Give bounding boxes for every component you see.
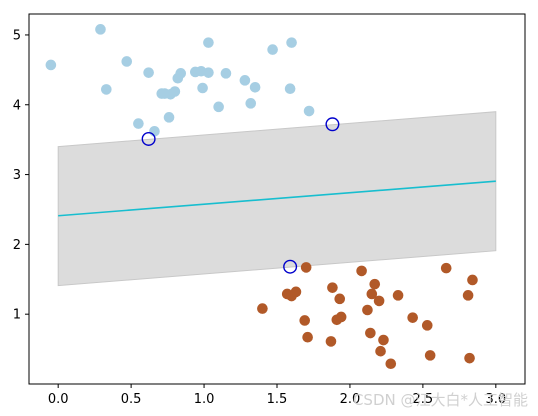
class-b-point bbox=[365, 327, 376, 339]
x-tick-label: 3.0 bbox=[485, 392, 506, 407]
class-b-point bbox=[375, 345, 386, 357]
class-b-point bbox=[464, 352, 475, 364]
class-b-point bbox=[327, 282, 338, 293]
x-tick-label: 0.5 bbox=[121, 392, 142, 407]
class-a-point bbox=[101, 84, 112, 95]
watermark-text: CSDN @江大白*人工智能 bbox=[352, 391, 528, 409]
class-b-point bbox=[462, 290, 474, 301]
x-tick-label: 0.0 bbox=[48, 392, 69, 407]
class-b-point bbox=[385, 358, 397, 370]
y-tick-label: 5 bbox=[13, 28, 21, 43]
class-b-point bbox=[366, 288, 378, 300]
class-b-point bbox=[378, 334, 389, 346]
decision-boundary-line bbox=[58, 180, 496, 217]
class-b-point bbox=[325, 336, 337, 347]
x-tick-label: 1.0 bbox=[194, 392, 215, 407]
class-b-point bbox=[257, 303, 268, 314]
class-a-point bbox=[203, 67, 214, 78]
class-a-point bbox=[175, 68, 187, 79]
class-a-point bbox=[121, 56, 133, 67]
y-tick-label: 1 bbox=[13, 308, 21, 323]
class-a-point bbox=[220, 68, 232, 79]
support-vector-marker bbox=[325, 117, 340, 132]
class-b-point bbox=[302, 331, 313, 343]
x-tick-label: 2.5 bbox=[413, 392, 434, 407]
class-a-point bbox=[169, 86, 181, 97]
class-b-point bbox=[424, 350, 436, 361]
class-b-point bbox=[369, 278, 381, 290]
class-b-point bbox=[392, 290, 404, 301]
class-a-point bbox=[249, 82, 261, 93]
class-a-point bbox=[284, 83, 296, 94]
support-vector-marker bbox=[141, 131, 156, 146]
class-b-point bbox=[467, 274, 478, 286]
x-tick-label: 2.0 bbox=[340, 392, 361, 407]
support-vectors-layer bbox=[141, 117, 340, 274]
y-tick-label: 2 bbox=[13, 238, 21, 253]
class-b-point bbox=[290, 286, 302, 298]
class-a-point bbox=[163, 112, 175, 123]
class-a-point bbox=[203, 37, 214, 48]
class-b-point bbox=[421, 320, 433, 331]
y-tick-label: 4 bbox=[13, 98, 21, 113]
decision-line-layer bbox=[58, 180, 496, 217]
class-a-point bbox=[95, 24, 106, 35]
class-a-point bbox=[143, 67, 154, 78]
class-a-point bbox=[197, 82, 208, 94]
axis-ticks-layer: 0.0 0.5 1.0 1.5 2.0 2.5 3.0 1 2 3 4 5 bbox=[13, 28, 506, 407]
class-a-point bbox=[213, 101, 224, 113]
class-b-point bbox=[299, 315, 311, 326]
class-b-point bbox=[334, 293, 346, 305]
class-b-point bbox=[440, 262, 452, 274]
class-b-point bbox=[362, 304, 373, 316]
class-a-point bbox=[303, 105, 315, 117]
class-a-point bbox=[239, 75, 251, 86]
class-a-point bbox=[286, 37, 297, 48]
class-a-point bbox=[133, 118, 144, 129]
y-tick-label: 3 bbox=[13, 168, 21, 183]
class-a-point bbox=[149, 125, 160, 137]
class-b-point bbox=[373, 295, 385, 307]
points-layer bbox=[45, 24, 478, 370]
class-b-point bbox=[407, 312, 418, 323]
class-a-point bbox=[245, 98, 257, 109]
support-vector-marker bbox=[283, 259, 298, 274]
class-b-point bbox=[356, 265, 367, 277]
class-b-point bbox=[300, 262, 312, 273]
class-a-point bbox=[45, 59, 57, 71]
class-a-point bbox=[267, 44, 278, 55]
class-b-point bbox=[335, 311, 347, 323]
x-tick-label: 1.5 bbox=[267, 392, 288, 407]
